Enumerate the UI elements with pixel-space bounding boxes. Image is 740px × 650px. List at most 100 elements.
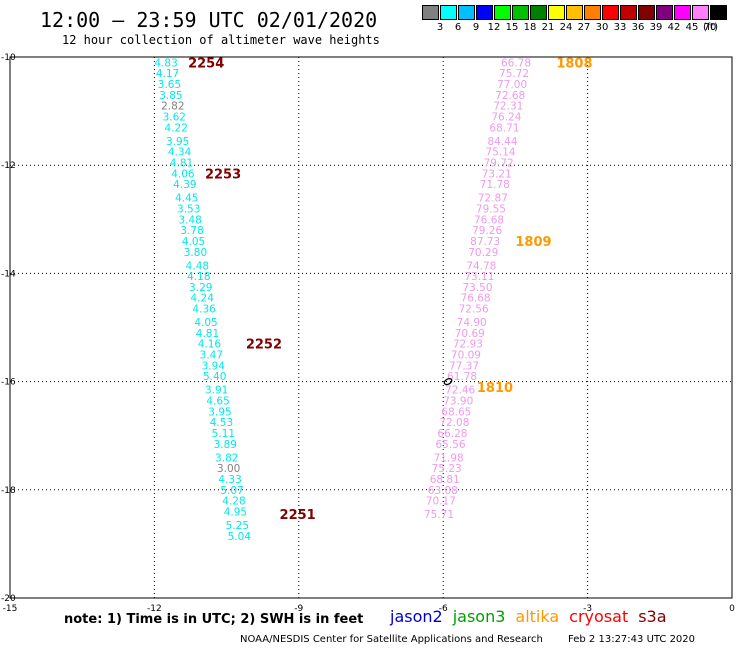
legend-swatch bbox=[656, 5, 673, 20]
legend-swatch bbox=[512, 5, 529, 20]
swh-value-s3a: 4.33 bbox=[218, 474, 241, 486]
legend-swatch bbox=[692, 5, 709, 20]
y-tick-label: -20 bbox=[1, 594, 16, 604]
swh-value-altika: 66.28 bbox=[437, 428, 467, 440]
y-tick-label: -14 bbox=[1, 269, 16, 279]
swh-value-s3a: 3.94 bbox=[202, 360, 226, 372]
swh-value-altika: 72.46 bbox=[445, 385, 475, 397]
swh-value-s3a: 4.39 bbox=[173, 179, 196, 191]
swh-value-altika: 73.11 bbox=[464, 271, 494, 283]
legend-swatch bbox=[458, 5, 475, 20]
swh-value-altika: 76.24 bbox=[491, 112, 521, 124]
legend-swatch-label: 70 bbox=[703, 22, 717, 33]
legend-swatch bbox=[440, 5, 457, 20]
legend-swatch-label: 12 bbox=[487, 22, 501, 33]
swh-value-s3a: 3.00 bbox=[217, 463, 240, 475]
swh-value-s3a: 3.91 bbox=[205, 385, 228, 397]
credit-timestamp: Feb 2 13:27:43 UTC 2020 bbox=[568, 634, 696, 645]
swh-value-altika: 68.71 bbox=[489, 122, 519, 134]
swh-value-altika: 76.68 bbox=[474, 214, 504, 226]
swh-value-s3a: 3.48 bbox=[178, 214, 201, 226]
legend-swatch bbox=[548, 5, 565, 20]
legend-swatch-label: 33 bbox=[613, 22, 627, 33]
legend-swatch-label: 6 bbox=[454, 22, 462, 33]
swh-value-altika: 84.44 bbox=[487, 136, 517, 148]
legend-swatch-label: 9 bbox=[472, 22, 480, 33]
legend-swatch-label: 39 bbox=[649, 22, 663, 33]
legend-swatch-label: 3 bbox=[436, 22, 444, 33]
swh-value-altika: 75.71 bbox=[424, 509, 454, 521]
swh-value-altika: 79.26 bbox=[472, 225, 502, 237]
swh-value-s3a: 4.81 bbox=[170, 157, 193, 169]
y-tick-label: -16 bbox=[1, 378, 16, 388]
x-tick-label: -6 bbox=[439, 604, 448, 614]
swh-value-altika: 70.69 bbox=[455, 328, 485, 340]
swh-value-altika: 72.87 bbox=[478, 193, 508, 205]
swh-value-altika: 74.78 bbox=[466, 260, 496, 272]
legend-swatch-label: 36 bbox=[631, 22, 645, 33]
satellite-s3a: s3a bbox=[638, 607, 667, 626]
legend-swatch-label: 21 bbox=[541, 22, 555, 33]
y-tick-label: -12 bbox=[1, 161, 16, 171]
plot-frame bbox=[9, 56, 733, 599]
time-label-altika: 1810 bbox=[477, 381, 513, 396]
swh-value-altika: 68.65 bbox=[441, 406, 471, 418]
legend-swatch bbox=[620, 5, 637, 20]
swh-value-altika: 63.08 bbox=[428, 485, 458, 497]
swh-value-altika: 70.17 bbox=[426, 496, 456, 508]
swh-value-s3a: 3.95 bbox=[208, 406, 231, 418]
footer-credit: NOAA/NESDIS Center for Satellite Applica… bbox=[240, 634, 717, 645]
swh-value-altika: 65.56 bbox=[435, 439, 465, 451]
legend-swatch bbox=[530, 5, 547, 20]
swh-value-s3a: 4.24 bbox=[191, 293, 215, 305]
swh-value-altika: 72.68 bbox=[495, 90, 525, 102]
satellite-altika: altika bbox=[515, 607, 560, 626]
legend-swatch bbox=[638, 5, 655, 20]
time-label-s3a: 2252 bbox=[246, 338, 282, 353]
swh-value-altika: 75.72 bbox=[499, 68, 529, 80]
swh-value-altika: 72.08 bbox=[439, 417, 469, 429]
swh-value-altika: 73.90 bbox=[443, 396, 473, 408]
legend-swatch-label: 42 bbox=[667, 22, 681, 33]
swh-value-s3a: 4.28 bbox=[222, 496, 245, 508]
legend-swatch bbox=[566, 5, 583, 20]
satellite-cryosat: cryosat bbox=[569, 607, 629, 626]
swh-value-s3a: 3.80 bbox=[184, 247, 207, 259]
satellite-jason2: jason2 bbox=[390, 607, 443, 626]
swh-value-s3a: 4.95 bbox=[224, 506, 247, 518]
swh-value-altika: 66.78 bbox=[501, 57, 531, 69]
legend-swatch bbox=[602, 5, 619, 20]
x-tick-label: -9 bbox=[294, 604, 303, 614]
x-tick-label: -3 bbox=[583, 604, 592, 614]
swh-value-s3a: 4.16 bbox=[198, 339, 222, 351]
swh-value-s3a: 3.47 bbox=[200, 350, 223, 362]
swh-value-altika: 72.31 bbox=[493, 101, 523, 113]
credit-organization: NOAA/NESDIS Center for Satellite Applica… bbox=[240, 634, 543, 645]
swh-value-s3a: 3.62 bbox=[163, 112, 186, 124]
swh-value-s3a: 4.53 bbox=[210, 417, 233, 429]
swh-value-s3a: 4.34 bbox=[168, 147, 192, 159]
swh-value-s3a: 3.89 bbox=[214, 439, 237, 451]
time-label-s3a: 2251 bbox=[280, 508, 316, 523]
swh-value-altika: 75.14 bbox=[486, 147, 516, 159]
swh-value-s3a: 3.78 bbox=[180, 225, 203, 237]
swh-value-s3a: 4.65 bbox=[206, 396, 229, 408]
swh-value-altika: 72.56 bbox=[459, 304, 489, 316]
swh-value-s3a: 4.36 bbox=[192, 304, 216, 316]
swh-value-altika: 76.68 bbox=[461, 293, 491, 305]
y-tick-label: -10 bbox=[1, 53, 16, 63]
legend-swatch bbox=[476, 5, 493, 20]
legend-swatch bbox=[494, 5, 511, 20]
swh-value-altika: 68.81 bbox=[430, 474, 460, 486]
satellite-jason3: jason3 bbox=[452, 607, 506, 626]
swh-value-altika: 77.00 bbox=[497, 79, 527, 91]
legend-swatch-label: 30 bbox=[595, 22, 609, 33]
swh-value-s3a: 5.25 bbox=[226, 520, 249, 532]
swh-value-s3a: 4.05 bbox=[182, 236, 205, 248]
swh-value-s3a: 3.82 bbox=[215, 452, 238, 464]
swh-value-altika: 73.21 bbox=[482, 168, 512, 180]
swh-value-altika: 73.50 bbox=[462, 282, 492, 294]
x-tick-label: 0 bbox=[729, 604, 735, 614]
legend-swatch-label: 15 bbox=[505, 22, 519, 33]
